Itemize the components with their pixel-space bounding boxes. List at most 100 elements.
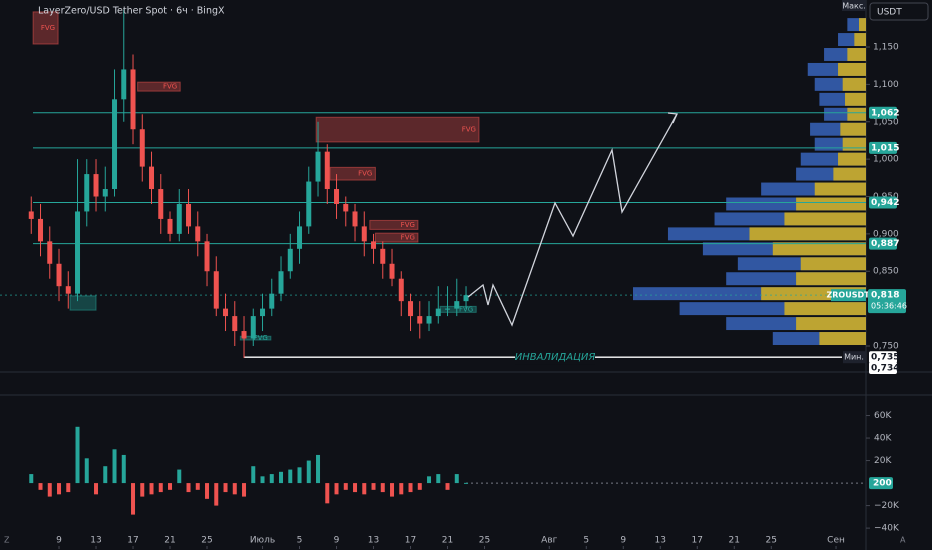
volume-bar	[223, 483, 228, 493]
min-price-badge	[869, 361, 897, 374]
volume-bar	[260, 476, 265, 484]
volume-bar	[445, 483, 450, 490]
min-price-label: 0,734	[871, 363, 899, 373]
candle-body	[28, 211, 34, 219]
volume-bar	[47, 483, 52, 497]
fvg-zones: FVG FVG FVG FVG FVG FVG FVG FVG	[32, 11, 480, 342]
x-tick-label: Сен	[827, 536, 845, 546]
x-tick-label: Авг	[541, 536, 557, 546]
profile-up	[842, 77, 866, 91]
candle-body	[324, 151, 330, 190]
x-tick-label: 25	[766, 536, 777, 546]
volume	[29, 426, 866, 515]
chart-title: LayerZero/USD Tether Spot · 6ч · BingX	[38, 6, 225, 17]
profile-up	[854, 33, 866, 47]
volume-bar	[436, 474, 441, 484]
volume-tick-label: 40K	[874, 434, 892, 444]
y-tick-label: 1,100	[873, 80, 899, 90]
candle-body	[445, 308, 451, 310]
volume-bar	[158, 483, 163, 493]
candle-body	[398, 278, 404, 302]
volume-bar	[57, 483, 62, 495]
projection-arrow	[667, 112, 678, 124]
candle-body	[408, 301, 414, 317]
volume-tick-label: −40K	[874, 524, 900, 534]
volume-tick-label: −20K	[874, 501, 900, 511]
axes: 0,7500,8500,9000,9501,0001,0501,1001,150…	[56, 43, 907, 549]
min-badge	[843, 351, 866, 364]
candle-body	[306, 181, 312, 227]
volume-bar	[371, 483, 376, 490]
level-badge	[869, 237, 897, 250]
icon-a[interactable]: A	[900, 536, 906, 545]
x-tick-label: 13	[655, 536, 666, 546]
volume-bar	[454, 474, 459, 484]
fvg-label: FVG	[401, 221, 415, 229]
level-badge	[869, 106, 897, 119]
candle-body	[65, 286, 71, 294]
candle-body	[195, 226, 201, 242]
candle-body	[250, 316, 256, 339]
candle-body	[176, 203, 182, 234]
volume-bar	[38, 483, 43, 490]
candle-body	[139, 129, 145, 167]
volume-bar	[214, 483, 219, 506]
fvg-label: FVG	[254, 334, 268, 342]
x-tick-label: 17	[692, 536, 703, 546]
currency-button[interactable]	[869, 2, 929, 21]
volume-bar	[149, 483, 154, 495]
profile-up	[847, 48, 866, 61]
candle-body	[380, 248, 386, 264]
y-tick-label: 1,150	[873, 43, 899, 53]
volume-bar	[399, 483, 404, 495]
volume-bar	[279, 471, 284, 484]
volume-bar	[325, 483, 330, 504]
fvg-zone	[329, 166, 376, 181]
last-price-label: 0,818	[871, 291, 899, 301]
candle-body	[121, 69, 127, 100]
volume-bar	[66, 483, 71, 493]
candle-body	[167, 218, 173, 234]
level-label: 1,062	[871, 108, 899, 118]
icon-z[interactable]: Z	[4, 536, 10, 545]
invalidation-badge	[869, 351, 897, 364]
volume-bar	[306, 460, 311, 484]
x-tick-label: 21	[164, 536, 175, 546]
candle-body	[352, 211, 358, 227]
profile-up	[784, 212, 866, 226]
y-tick-label: 1,050	[873, 117, 899, 127]
profile-up	[847, 107, 866, 121]
x-tick-label: 17	[405, 536, 416, 546]
volume-last-label: 200	[873, 479, 892, 489]
max-label: Макс.	[842, 2, 866, 11]
candles	[28, 9, 469, 358]
candle-body	[93, 174, 99, 197]
x-tick-label: 21	[442, 536, 453, 546]
candle-body	[297, 226, 303, 249]
volume-bar	[362, 483, 367, 495]
profile-up	[842, 137, 866, 151]
volume-bar	[177, 469, 182, 484]
fvg-zone	[315, 116, 480, 143]
x-tick-label: 25	[201, 536, 212, 546]
symbol-badge	[831, 289, 866, 302]
min-label: Мин.	[844, 353, 864, 362]
fvg-label: FVG	[358, 170, 372, 178]
fvg-label: FVG	[401, 234, 415, 242]
candle-body	[334, 189, 340, 204]
volume-bar	[205, 483, 210, 499]
x-tick-label: 9	[334, 536, 340, 546]
x-tick-label: 9	[56, 536, 62, 546]
profile-up	[840, 122, 866, 136]
level-badge	[869, 141, 897, 154]
volume-tick-label: 20K	[874, 456, 892, 466]
volume-bar	[288, 469, 293, 484]
volume-profile	[633, 18, 866, 345]
volume-bar	[242, 483, 247, 497]
levels: ИНВАЛИДАЦИЯ	[0, 46, 870, 365]
candle-body	[130, 69, 136, 130]
volume-bar	[112, 449, 117, 484]
currency[interactable]: USDT	[877, 8, 902, 18]
candle-body	[260, 308, 266, 317]
